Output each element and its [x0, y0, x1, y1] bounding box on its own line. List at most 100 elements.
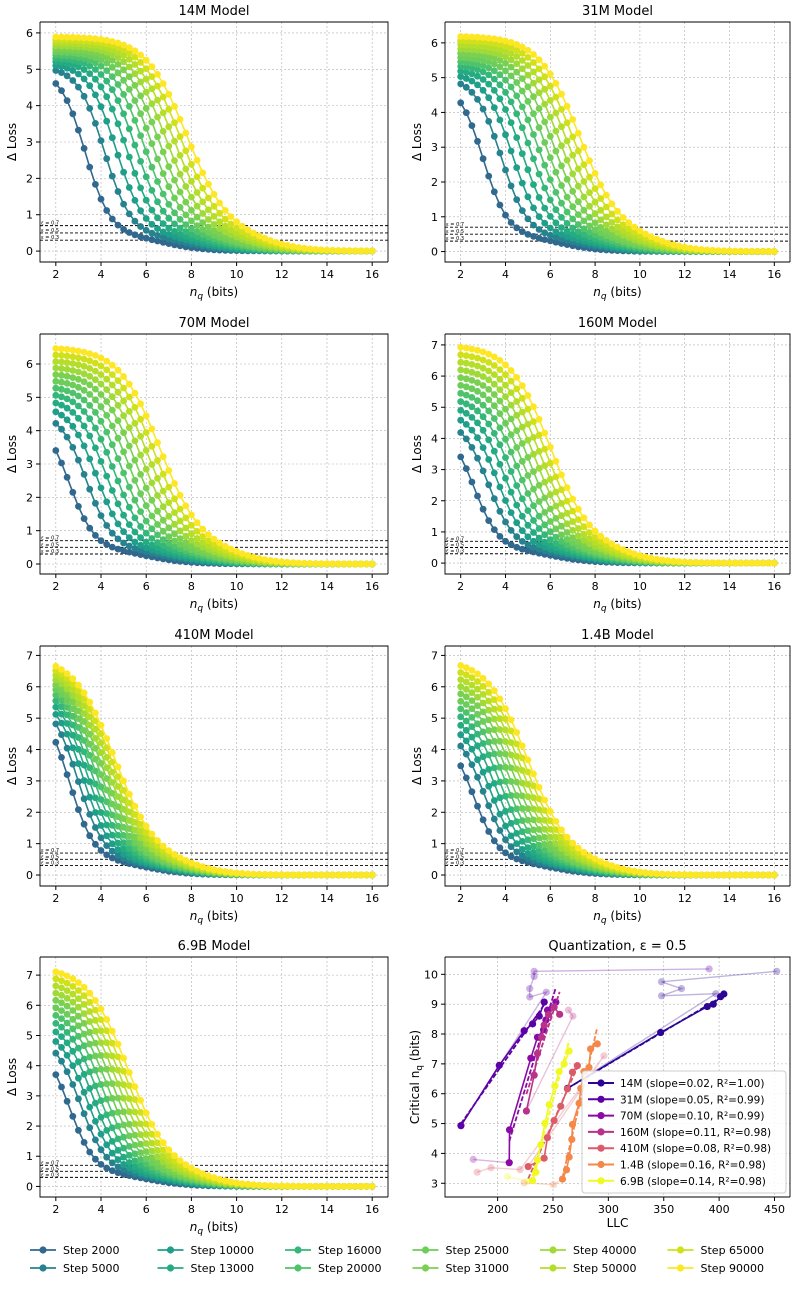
data-point — [120, 429, 127, 436]
data-point — [469, 444, 476, 451]
data-point — [508, 119, 515, 126]
x-tick-label: 14 — [320, 268, 334, 281]
threshold-label: ε = 0.3 — [41, 549, 59, 555]
data-point — [109, 393, 116, 400]
data-point — [586, 214, 593, 221]
data-point — [199, 169, 206, 176]
data-point — [463, 693, 470, 700]
threshold-label: ε = 0.5 — [446, 543, 464, 549]
data-point — [75, 503, 82, 510]
data-point — [58, 1084, 65, 1091]
y-tick-label: 5 — [431, 712, 438, 725]
y-tick-label: 6 — [26, 27, 33, 40]
data-point — [569, 225, 576, 232]
data-point — [137, 110, 144, 117]
data-point — [485, 81, 492, 88]
data-point — [137, 132, 144, 139]
data-point — [86, 752, 93, 759]
data-point — [126, 534, 133, 541]
x-tick-label: 10 — [230, 580, 244, 593]
data-point — [98, 103, 105, 110]
data-point — [519, 495, 526, 502]
data-point — [564, 138, 571, 145]
x-tick-label: 2 — [52, 1203, 59, 1216]
data-point — [457, 429, 464, 436]
data-point — [536, 795, 543, 802]
data-point — [569, 203, 576, 210]
data-point — [143, 235, 150, 242]
data-point — [149, 461, 156, 468]
data-point — [508, 84, 515, 91]
data-point — [120, 528, 127, 535]
data-point — [295, 244, 302, 251]
x-tick-label: 4 — [502, 268, 509, 281]
x-tick-label: 12 — [275, 580, 289, 593]
data-point — [171, 138, 178, 145]
threshold-label: ε = 0.5 — [41, 854, 59, 860]
data-point — [126, 125, 133, 132]
data-point — [75, 432, 82, 439]
y-tick-label: 1 — [26, 838, 33, 851]
data-point — [69, 675, 76, 682]
x-tick-label: 4 — [98, 892, 105, 905]
data-point — [165, 225, 172, 232]
data-point — [575, 845, 582, 852]
data-point — [575, 183, 582, 190]
data-point — [81, 66, 88, 73]
data-point — [126, 521, 133, 528]
data-point — [480, 76, 487, 83]
data-point — [75, 403, 82, 410]
data-point — [575, 506, 582, 513]
data-point — [547, 225, 554, 232]
data-point — [52, 1029, 59, 1036]
data-point — [165, 513, 172, 520]
data-point — [205, 206, 212, 213]
data-point — [491, 188, 498, 195]
data-point — [154, 837, 161, 844]
data-point — [581, 207, 588, 214]
data-point — [52, 420, 59, 427]
data-point — [75, 1095, 82, 1102]
data-point — [64, 1068, 71, 1075]
data-point — [126, 86, 133, 93]
data-point — [171, 221, 178, 228]
data-point — [194, 214, 201, 221]
y-tick-label: 4 — [26, 100, 33, 113]
data-point — [120, 1134, 127, 1141]
data-point — [508, 431, 515, 438]
data-point — [81, 1089, 88, 1096]
data-point — [86, 525, 93, 532]
y-tick-label: 2 — [431, 176, 438, 189]
data-point — [513, 427, 520, 434]
y-tick-label: 6 — [431, 681, 438, 694]
data-point — [463, 718, 470, 725]
data-point — [52, 392, 59, 399]
data-point — [519, 527, 526, 534]
data-point — [485, 802, 492, 809]
y-tick-label: 1 — [26, 525, 33, 538]
data-point — [586, 174, 593, 181]
data-point — [497, 95, 504, 102]
data-point — [160, 503, 167, 510]
data-point — [126, 443, 133, 450]
data-point — [165, 123, 172, 130]
data-point — [199, 185, 206, 192]
data-point — [81, 1139, 88, 1146]
y-axis-label: Δ Loss — [5, 747, 19, 785]
y-tick-label: 5 — [431, 401, 438, 414]
data-point — [86, 1068, 93, 1075]
y-tick-label: 3 — [431, 141, 438, 154]
data-point — [92, 841, 99, 848]
data-point — [58, 1044, 65, 1051]
data-point — [103, 522, 110, 529]
data-point — [81, 423, 88, 430]
data-point — [64, 359, 71, 366]
data-point — [120, 470, 127, 477]
data-point — [160, 471, 167, 478]
data-point — [58, 666, 65, 673]
data-point — [81, 690, 88, 697]
data-point — [115, 455, 122, 462]
data-point — [115, 402, 122, 409]
panel-title: 14M Model — [179, 4, 250, 19]
